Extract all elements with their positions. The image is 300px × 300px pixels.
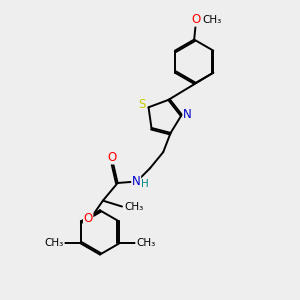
Text: H: H [141,179,149,190]
Text: CH₃: CH₃ [45,238,64,248]
Text: O: O [83,212,93,225]
Text: N: N [132,175,140,188]
Text: CH₃: CH₃ [125,202,144,212]
Text: CH₃: CH₃ [136,238,155,248]
Text: O: O [107,151,116,164]
Text: O: O [191,13,200,26]
Text: CH₃: CH₃ [202,15,221,25]
Text: N: N [183,108,192,121]
Text: S: S [138,98,146,111]
